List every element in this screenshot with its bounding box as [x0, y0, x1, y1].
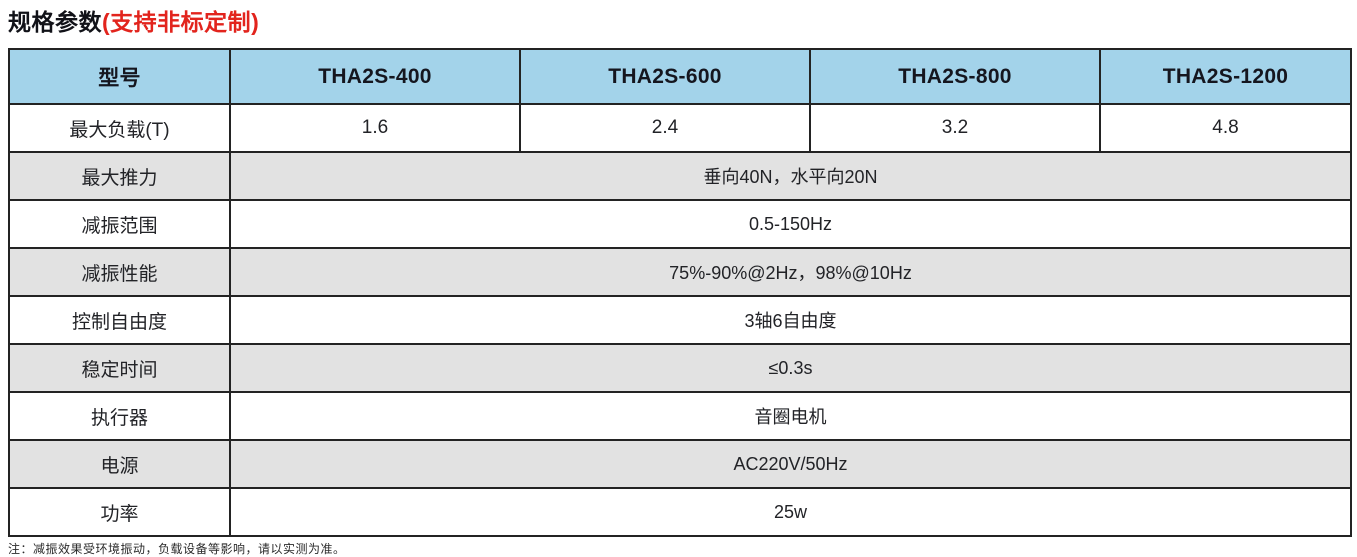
row-label: 稳定时间 — [8, 343, 231, 393]
cell-value: 3.2 — [809, 103, 1101, 153]
table-row-damping-performance: 减振性能 75%-90%@2Hz，98%@10Hz — [8, 247, 1352, 297]
merged-cell-value: 25w — [229, 487, 1352, 537]
table-row-damping-range: 减振范围 0.5-150Hz — [8, 199, 1352, 249]
column-header-tha2s-600: THA2S-600 — [519, 48, 811, 105]
row-label: 减振性能 — [8, 247, 231, 297]
merged-cell-value: 0.5-150Hz — [229, 199, 1352, 249]
table-footnote: 注：减振效果受环境振动，负载设备等影响，请以实测为准。 — [8, 542, 346, 556]
row-label: 控制自由度 — [8, 295, 231, 345]
table-row-control-dof: 控制自由度 3轴6自由度 — [8, 295, 1352, 345]
cell-value: 4.8 — [1099, 103, 1352, 153]
column-header-tha2s-800: THA2S-800 — [809, 48, 1101, 105]
table-header-row: 型号 THA2S-400 THA2S-600 THA2S-800 THA2S-1… — [8, 48, 1352, 105]
table-row-max-thrust: 最大推力 垂向40N，水平向20N — [8, 151, 1352, 201]
row-label: 减振范围 — [8, 199, 231, 249]
column-header-model: 型号 — [8, 48, 231, 105]
merged-cell-value: 垂向40N，水平向20N — [229, 151, 1352, 201]
page-title-main: 规格参数 — [8, 9, 102, 35]
row-label: 最大推力 — [8, 151, 231, 201]
table-row-settling-time: 稳定时间 ≤0.3s — [8, 343, 1352, 393]
column-header-tha2s-400: THA2S-400 — [229, 48, 521, 105]
table-row-power: 功率 25w — [8, 487, 1352, 537]
merged-cell-value: 75%-90%@2Hz，98%@10Hz — [229, 247, 1352, 297]
page-title: 规格参数(支持非标定制) — [8, 3, 259, 37]
table-row-actuator: 执行器 音圈电机 — [8, 391, 1352, 441]
merged-cell-value: ≤0.3s — [229, 343, 1352, 393]
page-title-accent: (支持非标定制) — [102, 9, 260, 35]
row-label: 功率 — [8, 487, 231, 537]
merged-cell-value: 3轴6自由度 — [229, 295, 1352, 345]
merged-cell-value: AC220V/50Hz — [229, 439, 1352, 489]
row-label: 执行器 — [8, 391, 231, 441]
table-row-max-load: 最大负载(T) 1.6 2.4 3.2 4.8 — [8, 103, 1352, 153]
cell-value: 1.6 — [229, 103, 521, 153]
column-header-tha2s-1200: THA2S-1200 — [1099, 48, 1352, 105]
table-row-power-supply: 电源 AC220V/50Hz — [8, 439, 1352, 489]
row-label: 最大负载(T) — [8, 103, 231, 153]
spec-table: 型号 THA2S-400 THA2S-600 THA2S-800 THA2S-1… — [8, 48, 1352, 537]
merged-cell-value: 音圈电机 — [229, 391, 1352, 441]
cell-value: 2.4 — [519, 103, 811, 153]
row-label: 电源 — [8, 439, 231, 489]
